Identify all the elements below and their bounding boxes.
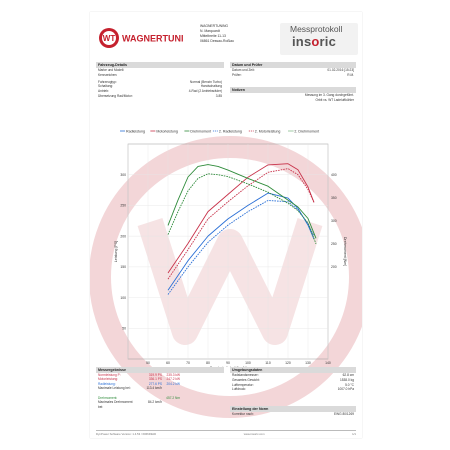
x-tick-label: 50 xyxy=(146,361,150,365)
series-line xyxy=(167,163,315,274)
measurement-cell: 84.2 km/h xyxy=(148,400,162,405)
measurement-cell: 113.4 km/h xyxy=(146,385,162,390)
y-left-tick-label: 150 xyxy=(120,265,126,269)
y-left-tick-label: 300 xyxy=(120,173,126,177)
legend-label: 2. Radleistung xyxy=(219,129,242,133)
footer-website: www.insoric.com xyxy=(243,432,265,436)
y-right-tick-label: 400 xyxy=(331,173,337,177)
legend-label: 2. Drehmoment xyxy=(294,129,319,133)
legend-label: Radleistung xyxy=(126,129,145,133)
measurement-cell: 235.3 kW xyxy=(166,373,180,377)
measurement-results-title: Messergebnisse xyxy=(96,367,224,373)
measurement-row: Normleistung P: 319.9 PS 235.3 kW xyxy=(96,373,224,377)
y-right-tick-label: 250 xyxy=(331,242,337,246)
vehicle-details-title: Fahrzeug-Details xyxy=(96,62,224,68)
environment-title: Umgebungsdaten xyxy=(230,367,356,373)
measurement-row: Radleistung: 277.6 PS 204.2 kW xyxy=(96,382,224,386)
x-axis-label: Geschwindigkeit [km/h] xyxy=(210,366,247,367)
environment-data: Umgebungsdaten Radstandsmesser: 62.8 cm G… xyxy=(230,367,356,392)
measurement-row: Motorleistung: 336.1 PS 247.2 kW xyxy=(96,377,224,381)
y-left-axis-label: Leistung [PS] xyxy=(114,241,118,262)
report-header-box: Messprotokoll insoric xyxy=(280,23,358,55)
address-line: Mittelbreite 11-13 xyxy=(200,34,226,38)
measurement-cell: 247.2 kW xyxy=(166,377,180,382)
measurement-row: Maximales Drehmoment bei: 84.2 km/h xyxy=(96,400,224,409)
vehicle-details: Fahrzeug-Details Marke und Modell: Kennz… xyxy=(96,62,224,98)
y-right-tick-label: 350 xyxy=(331,196,337,200)
page-footer: DynPower Software Version: 1.4.53 / 6066… xyxy=(96,430,356,436)
x-tick-label: 110 xyxy=(265,361,271,365)
legend-label: 2. Motorleistung xyxy=(255,129,281,133)
brand-logo-text: insoric xyxy=(292,34,337,49)
measurement-cell: Motorleistung: xyxy=(98,377,119,382)
measurement-cell xyxy=(162,386,180,390)
measurement-cell: 336.1 PS xyxy=(148,377,162,382)
series-line xyxy=(167,200,315,295)
y-right-tick-label: 200 xyxy=(331,265,337,269)
power-torque-chart: Radleistung Motorleistung Drehmoment 2. Rad… xyxy=(114,129,347,367)
measurement-cell: Normleistung P: xyxy=(98,373,121,377)
legend-label: Motorleistung xyxy=(156,129,178,133)
date-tester-title: Datum und Prüfer xyxy=(230,62,356,68)
x-tick-label: 140 xyxy=(325,361,331,365)
measurement-cell: Maximales Drehmoment bei: xyxy=(98,400,133,409)
series-line xyxy=(167,173,317,244)
notes-title: Notizen xyxy=(230,87,356,93)
measurement-report-page: WT WAGNERTUNING WAGNERTUNING N. Marquard… xyxy=(90,12,362,438)
x-tick-label: 60 xyxy=(166,361,170,365)
y-right-tick-label: 300 xyxy=(331,219,337,223)
norm-settings: Einstellung der Norm Korrektur nach: EWG … xyxy=(230,406,356,416)
y-left-tick-label: 100 xyxy=(120,296,126,300)
x-tick-label: 130 xyxy=(305,361,311,365)
logo-text: WAGNERTUNING xyxy=(122,34,184,44)
measurement-cell: 319.9 PS xyxy=(148,373,162,377)
footer-software: DynPower Software Version: 1.4.53 / 6066… xyxy=(96,432,157,436)
address-line: N. Marquardt xyxy=(200,29,220,33)
x-tick-label: 70 xyxy=(186,361,190,365)
legend-label: Drehmoment xyxy=(190,129,211,133)
notes-line: Messung im 3. Gang durchgeführt. xyxy=(304,93,354,97)
measurement-row: Maximale Leistung bei: 113.4 km/h xyxy=(96,386,224,390)
y-left-tick-label: 250 xyxy=(120,204,126,208)
measurement-cell: 457.2 Nm xyxy=(166,396,180,401)
measurement-cell: 204.2 kW xyxy=(166,381,180,386)
notes-line: Orbit vs. WT Ladeluftkühler xyxy=(315,97,354,102)
footer-page: 1/1 xyxy=(352,432,356,436)
series-line xyxy=(167,164,317,239)
address-line: WAGNERTUNING xyxy=(200,24,229,28)
date-tester: Datum und Prüfer Datum und Zeit: 01.02.20… xyxy=(230,62,356,77)
measurement-cell xyxy=(162,400,180,409)
y-left-tick-label: 50 xyxy=(122,326,126,330)
x-tick-label: 90 xyxy=(226,361,230,365)
company-logo: WT WAGNERTUNING xyxy=(99,28,184,48)
address-line: 06861 Dessau-Roßlau xyxy=(200,39,234,43)
notes: Notizen Messung im 3. Gang durchgeführt.… xyxy=(230,87,356,103)
measurement-cell: Drehmoment: xyxy=(98,396,118,401)
y-right-axis-label: Drehmoment [Nm] xyxy=(343,237,347,266)
series-line xyxy=(167,168,315,280)
report-title: Messprotokoll xyxy=(290,24,343,34)
measurement-cell: Radleistung: xyxy=(98,381,116,386)
company-address: WAGNERTUNING N. Marquardt Mittelbreite 1… xyxy=(200,24,270,44)
measurement-cell: 277.6 PS xyxy=(148,381,162,386)
x-tick-label: 80 xyxy=(206,361,210,365)
measurement-cell: Maximale Leistung bei: xyxy=(98,385,131,390)
measurement-results: Messergebnisse Normleistung P: 319.9 PS 23… xyxy=(96,367,224,409)
x-tick-label: 100 xyxy=(245,361,251,365)
norm-title: Einstellung der Norm xyxy=(230,406,356,412)
y-left-tick-label: 200 xyxy=(120,234,126,238)
measurement-row: Drehmoment: 457.2 Nm xyxy=(96,396,224,400)
series-line xyxy=(167,192,315,291)
x-tick-label: 120 xyxy=(285,361,291,365)
logo-letters: WT xyxy=(103,34,116,43)
